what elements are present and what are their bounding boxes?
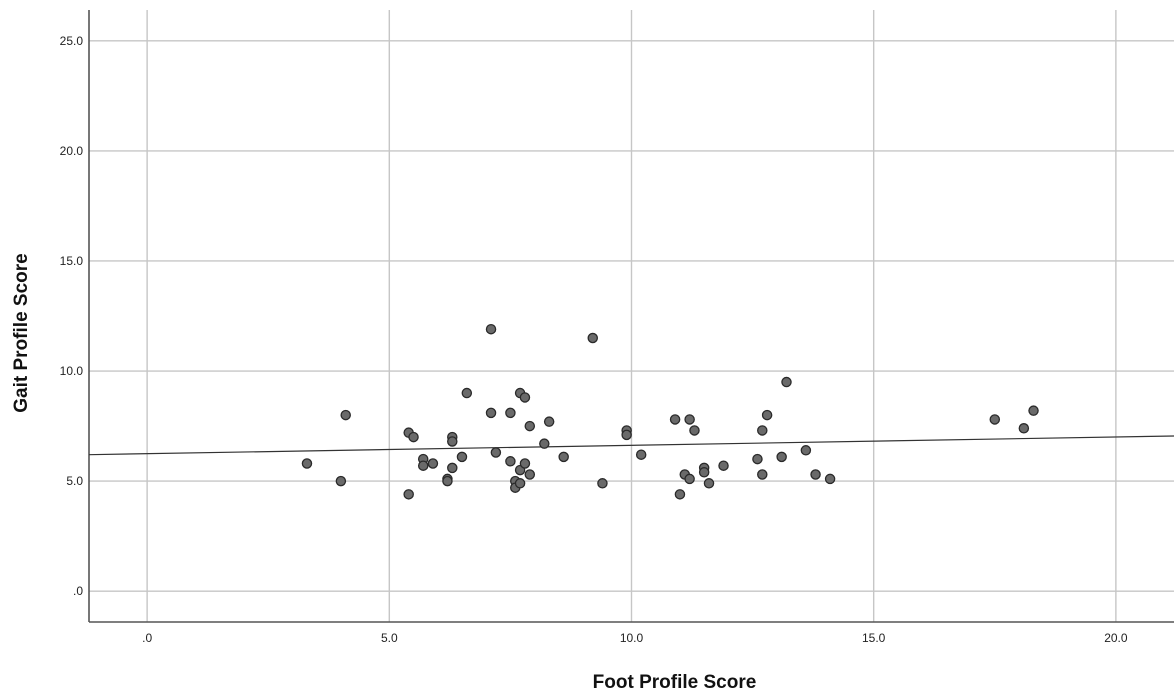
data-point	[408, 431, 419, 443]
data-point	[490, 447, 502, 458]
data-point	[597, 478, 608, 489]
data-point	[505, 407, 516, 419]
data-point	[447, 436, 458, 447]
data-point	[485, 407, 497, 419]
data-point	[674, 489, 686, 500]
data-point	[505, 456, 516, 467]
x-tick-label: 5.0	[381, 631, 398, 645]
data-point	[447, 462, 458, 474]
data-point	[752, 453, 763, 465]
data-point	[524, 420, 536, 432]
x-tick-label: 15.0	[862, 631, 886, 645]
data-point	[989, 414, 1001, 425]
data-point	[810, 469, 821, 480]
data-point	[698, 467, 710, 478]
data-point	[340, 409, 351, 421]
data-point	[519, 458, 531, 469]
data-point	[703, 478, 715, 489]
x-tick-label: .0	[142, 631, 152, 645]
y-tick-label: 15.0	[60, 254, 84, 268]
x-axis-title: Foot Profile Score	[593, 672, 757, 693]
data-point	[669, 414, 681, 425]
fit-line	[88, 435, 1174, 456]
x-tick-label: 20.0	[1104, 631, 1128, 645]
data-point	[461, 387, 473, 399]
x-tick-label: 10.0	[620, 631, 644, 645]
data-point	[684, 414, 695, 425]
data-point	[456, 451, 468, 463]
data-point	[689, 425, 700, 436]
data-point	[539, 438, 550, 449]
y-tick-labels: .0 5.0 10.0 15.0 20.0 25.0	[60, 34, 84, 598]
data-point	[635, 449, 647, 460]
data-point	[718, 460, 729, 471]
y-tick-label: 10.0	[60, 364, 84, 378]
x-gridlines	[146, 10, 1117, 622]
y-tick-label: 20.0	[60, 144, 84, 158]
data-point	[800, 445, 812, 456]
data-point	[761, 409, 773, 421]
data-point	[824, 473, 836, 485]
data-point	[757, 425, 768, 436]
data-point	[776, 451, 787, 463]
data-point	[781, 376, 792, 388]
data-point	[1018, 423, 1030, 434]
data-point	[335, 475, 347, 487]
data-point	[427, 458, 439, 469]
data-point	[519, 392, 531, 403]
data-point	[543, 416, 555, 427]
data-point	[403, 489, 414, 500]
data-point	[558, 451, 569, 463]
y-tick-label: 25.0	[60, 34, 84, 48]
data-point	[757, 469, 768, 480]
data-points	[301, 323, 1039, 500]
y-tick-label: 5.0	[66, 474, 83, 488]
x-tick-labels: .0 5.0 10.0 15.0 20.0	[142, 631, 1128, 645]
data-point	[514, 478, 526, 489]
data-point	[1028, 405, 1039, 416]
data-point	[621, 429, 632, 441]
data-point	[524, 469, 536, 480]
data-point	[485, 323, 497, 335]
data-point	[417, 460, 429, 471]
data-point	[587, 332, 599, 344]
data-point	[442, 475, 453, 487]
y-tick-label: .0	[73, 584, 83, 598]
data-point	[684, 473, 695, 485]
data-point	[301, 458, 313, 469]
y-axis-title: Gait Profile Score	[11, 253, 32, 412]
